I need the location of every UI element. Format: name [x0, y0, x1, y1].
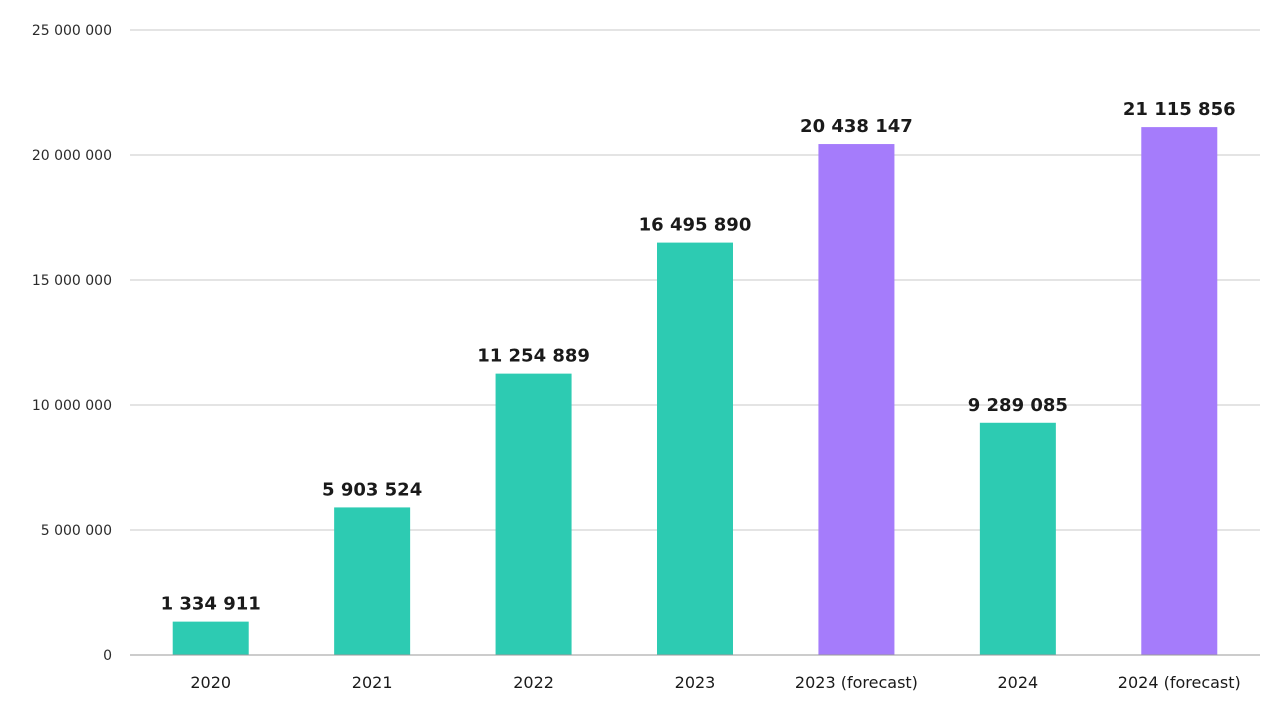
y-axis-tick-labels: 0 5 000 000 10 000 000 15 000 000 20 000 000… [32, 23, 112, 664]
x-tick-label: 2024 [997, 673, 1038, 692]
data-label: 9 289 085 [968, 395, 1068, 416]
data-label: 16 495 890 [639, 215, 752, 236]
data-label: 20 438 147 [800, 116, 913, 137]
bar-2021 [334, 507, 411, 655]
bars [172, 127, 1218, 656]
data-label: 21 115 856 [1123, 99, 1236, 120]
bar-2020 [172, 621, 249, 655]
x-tick-label: 2021 [352, 673, 393, 692]
data-label: 1 334 911 [161, 594, 261, 615]
bar-2023 [657, 242, 733, 655]
y-tick-label: 5 000 000 [41, 523, 112, 539]
data-labels: 1 334 911 5 903 524 11 254 889 16 495 890 20… [161, 99, 1236, 615]
x-tick-label: 2023 [675, 673, 716, 692]
x-tick-label: 2023 (forecast) [795, 673, 918, 692]
x-tick-label: 2022 [513, 673, 554, 692]
bar-2023-forecast- [818, 144, 895, 655]
data-label: 5 903 524 [322, 479, 422, 500]
x-axis-tick-labels: 2020 2021 2022 2023 2023 (forecast) 2024 2024 … [190, 673, 1240, 692]
bar-2022 [495, 373, 572, 655]
data-label: 11 254 889 [477, 346, 590, 367]
x-tick-label: 2020 [190, 673, 231, 692]
y-tick-label: 10 000 000 [32, 398, 112, 414]
bar-2024-forecast- [1141, 127, 1218, 656]
y-tick-label: 25 000 000 [32, 23, 112, 39]
x-tick-label: 2024 (forecast) [1118, 673, 1241, 692]
y-tick-label: 15 000 000 [32, 273, 112, 289]
y-tick-label: 20 000 000 [32, 148, 112, 164]
bar-2024 [979, 422, 1056, 655]
y-tick-label: 0 [103, 648, 112, 664]
